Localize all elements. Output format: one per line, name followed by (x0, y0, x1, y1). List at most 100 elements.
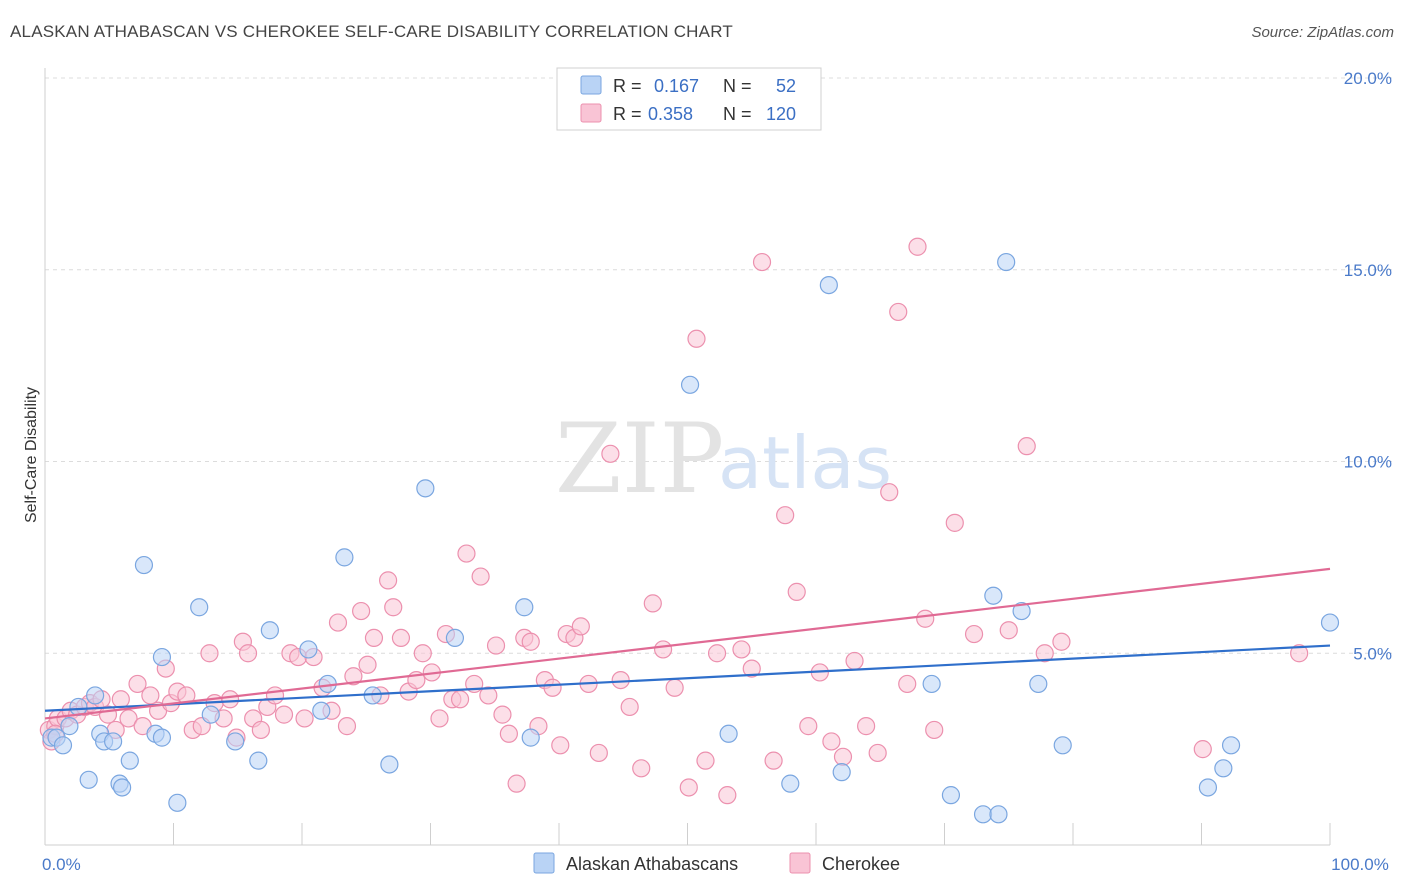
cherokee-point (507, 774, 526, 793)
cherokee-point (679, 778, 698, 797)
watermark-atlas: atlas (718, 421, 892, 505)
cherokee-point (274, 705, 294, 724)
cherokee-point (486, 636, 506, 655)
cherokee-point (925, 720, 944, 740)
athabascan-point (445, 628, 465, 648)
cherokee-point (521, 632, 540, 651)
athabascan-point (989, 805, 1008, 824)
cherokee-point (265, 686, 285, 705)
watermark-zip: ZIP (555, 403, 724, 515)
cherokee-point (601, 444, 620, 463)
chart-source: Source: ZipAtlas.com (1251, 24, 1394, 41)
cherokee-point (653, 640, 673, 659)
cherokee-point (799, 717, 818, 736)
cherokee-point (999, 621, 1018, 640)
athabascan-point (832, 763, 851, 782)
cherokee-point (479, 686, 498, 705)
athabascan-point (1198, 778, 1218, 797)
watermark: ZIP atlas (555, 403, 892, 515)
athabascan-point (1053, 736, 1072, 755)
athabascan-trend-line (44, 644, 1331, 712)
athabascan-point (1012, 601, 1031, 621)
x-tick-label: 100.0% (1331, 855, 1389, 874)
cherokee-point (718, 786, 737, 805)
legend-n-value: 120 (766, 104, 796, 124)
cherokee-point (643, 594, 662, 613)
athabascan-point (112, 778, 132, 797)
cherokee-point (898, 674, 917, 694)
athabascan-points (42, 252, 1340, 824)
cherokee-point (119, 709, 138, 728)
cherokee-point (238, 644, 258, 663)
cherokee-point (571, 617, 590, 636)
x-tick-label: 0.0% (42, 855, 81, 874)
cherokee-point (344, 667, 363, 686)
cherokee-point (413, 644, 432, 663)
cherokee-point (589, 743, 608, 763)
cherokee-point (632, 759, 651, 778)
cherokee-point (337, 717, 357, 736)
athabascan-point (1320, 613, 1340, 632)
cherokee-point (384, 598, 403, 617)
athabascan-point (226, 732, 245, 751)
y-axis-label: Self-Care Disability (23, 387, 40, 523)
cherokee-point (742, 659, 761, 678)
athabascan-point (781, 774, 800, 793)
cherokee-point (707, 644, 727, 663)
legend-n-value: 52 (776, 76, 796, 96)
athabascan-point (922, 674, 941, 694)
y-tick-label: 20.0% (1344, 69, 1392, 88)
cherokee-point (889, 302, 908, 322)
athabascan-point (60, 717, 79, 736)
legend-label-cherokee: Cherokee (822, 854, 900, 874)
chart-title: ALASKAN ATHABASCAN VS CHEROKEE SELF-CARE… (10, 22, 733, 41)
y-tick-label: 5.0% (1353, 644, 1392, 663)
cherokee-point (964, 624, 984, 644)
cherokee-point (752, 252, 772, 272)
series-legend: Alaskan Athabascans Cherokee (533, 852, 900, 874)
cherokee-point (868, 743, 887, 763)
cherokee-point (457, 544, 476, 563)
cherokee-point (696, 751, 715, 770)
athabascan-point (104, 732, 123, 751)
cherokee-point (220, 690, 240, 709)
athabascan-point (201, 705, 220, 724)
athabascan-point (521, 728, 540, 747)
athabascan-point (335, 548, 354, 567)
cherokee-point (1193, 740, 1212, 759)
cherokee-point (391, 628, 411, 648)
cherokee-point (822, 732, 841, 751)
cherokee-point (880, 483, 899, 502)
legend-swatch-athabascans (533, 852, 555, 874)
cherokee-point (611, 670, 630, 690)
cherokee-point (764, 751, 783, 770)
athabascan-point (299, 640, 318, 659)
cherokee-point (1035, 644, 1054, 663)
athabascan-point (973, 805, 993, 824)
cherokee-point (845, 651, 864, 671)
cherokee-point (1017, 437, 1036, 456)
legend-swatch-cherokee (789, 852, 811, 874)
cherokee-point (141, 686, 160, 705)
legend-n-label: N = (723, 104, 752, 124)
cherokee-point (945, 513, 964, 532)
cherokee-point (251, 720, 270, 740)
cherokee-point (378, 571, 398, 590)
athabascan-point (79, 770, 98, 789)
cherokee-point (916, 609, 935, 628)
athabascan-point (260, 621, 279, 640)
cherokee-point (128, 674, 147, 694)
cherokee-point (328, 613, 348, 632)
athabascan-point (416, 479, 435, 498)
athabascan-point (819, 275, 838, 295)
cherokee-point (908, 237, 927, 256)
cherokee-point (430, 709, 449, 728)
athabascan-point (1029, 674, 1048, 694)
cherokee-point (543, 678, 562, 697)
y-tick-labels: 5.0% 10.0% 15.0% 20.0% (1344, 69, 1392, 663)
legend-swatch-pink (580, 103, 602, 123)
athabascan-point (997, 252, 1016, 272)
athabascan-point (515, 598, 534, 617)
cherokee-point (364, 628, 384, 648)
